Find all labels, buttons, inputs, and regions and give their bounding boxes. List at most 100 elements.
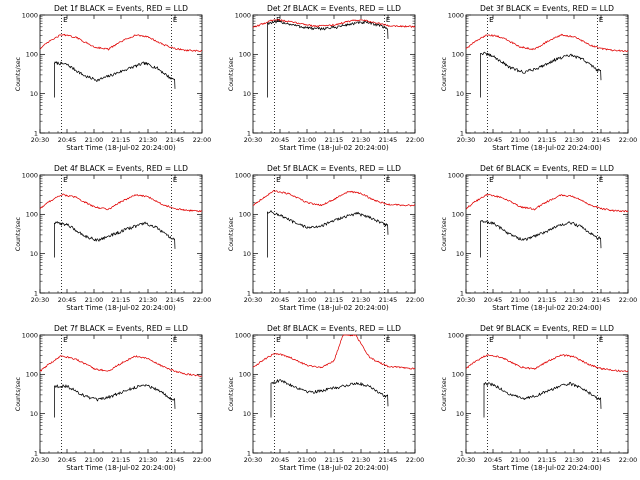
x-tick-label: 21:00	[85, 296, 103, 304]
y-tick-label: 1	[247, 129, 251, 137]
x-tick-label: 21:30	[352, 296, 370, 304]
eclipse-marker-label: E	[599, 336, 603, 344]
series-lld-line	[465, 193, 629, 213]
y-tick-label: 1000	[235, 11, 251, 19]
series-lld-line	[252, 334, 416, 370]
eclipse-marker-label: E	[599, 16, 603, 24]
y-axis-label: Counts/sec	[441, 56, 448, 91]
x-tick-label: 21:15	[538, 296, 556, 304]
x-tick-label: 22:00	[193, 296, 211, 304]
x-tick-label: 21:30	[352, 136, 370, 144]
x-tick-label: 21:45	[379, 136, 397, 144]
x-tick-label: 21:45	[379, 456, 397, 464]
y-tick-label: 100	[239, 51, 251, 59]
y-tick-label: 10	[243, 250, 251, 258]
y-axis-label: Counts/sec	[228, 56, 235, 91]
panel-title: Det 7f BLACK = Events, RED = LLD	[54, 324, 188, 333]
x-tick-label: 21:00	[298, 296, 316, 304]
y-tick-label: 10	[30, 250, 38, 258]
y-tick-label: 10	[30, 410, 38, 418]
y-tick-label: 1	[34, 289, 38, 297]
y-tick-label: 1000	[448, 331, 464, 339]
x-tick-label: 22:00	[619, 456, 637, 464]
y-tick-label: 1000	[22, 171, 38, 179]
x-tick-label: 20:45	[271, 136, 289, 144]
detector-panel-4: Det 4f BLACK = Events, RED = LLD 1 10 100 10…	[15, 164, 211, 312]
x-tick-label: 21:15	[325, 456, 343, 464]
x-axis-label: Start Time (18-Jul-02 20:24:00)	[492, 304, 602, 312]
detector-panel-2: Det 2f BLACK = Events, RED = LLD 1 10 100 10…	[228, 4, 424, 152]
x-tick-label: 20:45	[271, 456, 289, 464]
eclipse-marker-label: E	[386, 336, 390, 344]
x-tick-label: 20:30	[457, 456, 475, 464]
x-tick-label: 21:15	[538, 456, 556, 464]
plot-frame	[39, 174, 203, 294]
detector-panel-1: Det 1f BLACK = Events, RED = LLD 1 10 100 10…	[15, 4, 211, 152]
x-axis-label: Start Time (18-Jul-02 20:24:00)	[66, 144, 176, 152]
x-tick-label: 21:30	[139, 136, 157, 144]
y-tick-label: 1	[34, 129, 38, 137]
y-tick-label: 1000	[22, 11, 38, 19]
y-tick-label: 10	[456, 250, 464, 258]
y-tick-label: 1000	[235, 331, 251, 339]
y-axis-label: Counts/sec	[441, 376, 448, 411]
x-tick-label: 21:30	[352, 456, 370, 464]
y-tick-label: 1000	[448, 171, 464, 179]
x-tick-label: 22:00	[406, 296, 424, 304]
x-tick-label: 22:00	[619, 296, 637, 304]
series-events-line	[480, 220, 602, 258]
x-axis-label: Start Time (18-Jul-02 20:24:00)	[492, 144, 602, 152]
x-tick-label: 20:45	[58, 136, 76, 144]
y-tick-label: 100	[452, 371, 464, 379]
y-tick-label: 100	[26, 371, 38, 379]
eclipse-marker-label: E	[63, 16, 67, 24]
x-tick-label: 22:00	[406, 456, 424, 464]
x-tick-label: 20:30	[31, 136, 49, 144]
x-tick-label: 21:00	[85, 136, 103, 144]
x-tick-label: 20:45	[484, 136, 502, 144]
x-tick-label: 21:45	[166, 136, 184, 144]
panel-title: Det 2f BLACK = Events, RED = LLD	[267, 4, 401, 13]
y-tick-label: 100	[26, 51, 38, 59]
y-tick-label: 1	[460, 449, 464, 457]
x-tick-label: 22:00	[406, 136, 424, 144]
series-lld-line	[39, 193, 203, 213]
panel-title: Det 5f BLACK = Events, RED = LLD	[267, 164, 401, 173]
plot-frame	[465, 334, 629, 454]
eclipse-marker-label: E	[489, 176, 493, 184]
x-axis-label: Start Time (18-Jul-02 20:24:00)	[492, 464, 602, 472]
detector-panel-8: Det 8f BLACK = Events, RED = LLD 1 10 100 10…	[228, 324, 424, 472]
x-tick-label: 21:45	[592, 456, 610, 464]
y-tick-label: 1000	[22, 331, 38, 339]
x-tick-label: 22:00	[619, 136, 637, 144]
series-lld-line	[252, 189, 416, 207]
series-events-line	[483, 381, 602, 418]
x-axis-label: Start Time (18-Jul-02 20:24:00)	[66, 304, 176, 312]
series-events-line	[267, 20, 389, 98]
x-tick-label: 21:15	[112, 136, 130, 144]
plot-frame	[39, 14, 203, 134]
panel-title: Det 8f BLACK = Events, RED = LLD	[267, 324, 401, 333]
x-tick-label: 20:45	[484, 296, 502, 304]
y-tick-label: 100	[452, 211, 464, 219]
x-tick-label: 22:00	[193, 456, 211, 464]
y-axis-label: Counts/sec	[15, 56, 22, 91]
x-tick-label: 21:45	[166, 456, 184, 464]
y-tick-label: 10	[30, 90, 38, 98]
x-tick-label: 21:45	[592, 296, 610, 304]
series-events-line	[54, 221, 176, 258]
eclipse-marker-label: E	[276, 176, 280, 184]
series-events-line	[267, 210, 389, 258]
eclipse-marker-label: E	[599, 176, 603, 184]
x-tick-label: 20:30	[457, 136, 475, 144]
series-events-line	[54, 384, 176, 418]
x-tick-label: 21:30	[565, 136, 583, 144]
x-tick-label: 20:45	[484, 456, 502, 464]
panel-title: Det 9f BLACK = Events, RED = LLD	[480, 324, 614, 333]
y-tick-label: 1000	[235, 171, 251, 179]
x-tick-label: 20:30	[457, 296, 475, 304]
series-events-line	[480, 51, 602, 98]
y-tick-label: 1	[460, 129, 464, 137]
plot-frame	[39, 334, 203, 454]
plot-frame	[252, 174, 416, 294]
